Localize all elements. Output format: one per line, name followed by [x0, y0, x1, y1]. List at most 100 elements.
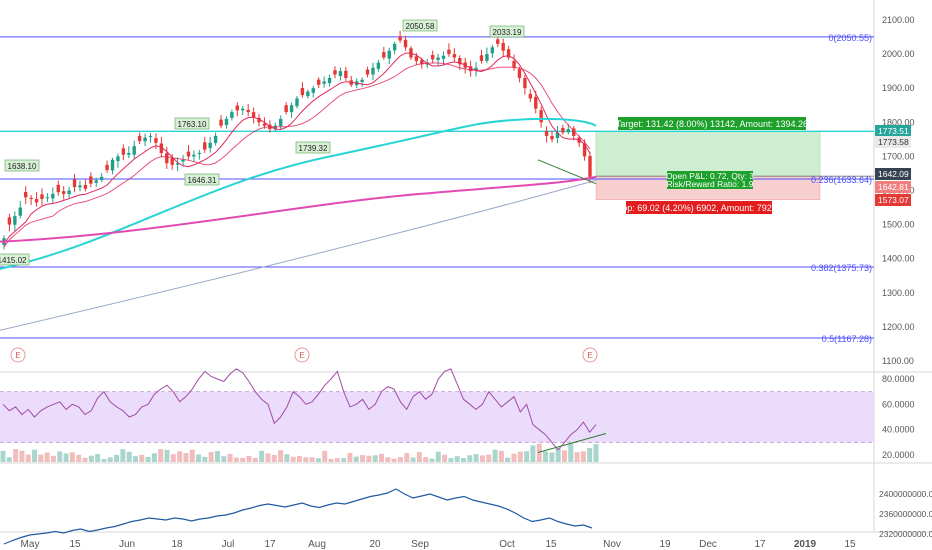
rsi-axis-tick: 60.0000	[882, 399, 915, 409]
candle-body	[295, 98, 299, 107]
axes: May 15 Jun 18 Jul 17 Aug 20 Sep Oct 15 Nov 19 Dec 17 20…	[21, 15, 932, 550]
stop-label: Stop: 69.02 (4.20%) 6902, Amount: 792.94	[614, 203, 785, 213]
volume-bar	[334, 458, 340, 462]
volume-bar	[549, 452, 555, 462]
price-axis-tick: 1900.00	[882, 83, 915, 93]
axis-price-tag-text: 1573.07	[878, 195, 909, 205]
pivot-tag-text: 2033.19	[493, 28, 522, 37]
candle-body	[371, 67, 375, 75]
candle-body	[479, 55, 484, 61]
x-axis-label: Nov	[603, 539, 621, 550]
candle-body	[327, 77, 332, 84]
volume-bar	[0, 450, 6, 462]
volume-bar	[442, 454, 448, 462]
volume-bar	[189, 449, 195, 462]
candle-body	[376, 62, 381, 69]
volume-bar	[587, 448, 593, 462]
candle-body	[414, 56, 419, 61]
price-axis-tick: 1800.00	[882, 117, 915, 127]
volume-bar	[233, 457, 239, 462]
wedge-lower-line	[537, 159, 597, 185]
volume-bar	[120, 449, 126, 462]
candle-body	[430, 54, 435, 60]
candle-body	[61, 191, 66, 194]
axis-price-tag-text: 1773.58	[878, 137, 909, 147]
volume-bar	[208, 452, 214, 462]
candle-body	[534, 96, 538, 109]
candle-body	[203, 142, 207, 150]
volume-bar	[6, 457, 12, 462]
volume-bar	[423, 457, 429, 462]
price-labels: 2050.58 2033.19 1763.10 1739.32 1638.10 1646.…	[0, 19, 525, 266]
price-axis-tick: 1200.00	[882, 322, 915, 332]
candle-body	[257, 117, 261, 123]
x-axis-label: Aug	[308, 539, 326, 550]
candle-body	[273, 125, 277, 129]
pnl-label-box	[667, 171, 753, 189]
cyan-ma-line	[0, 117, 597, 270]
volume-bar	[13, 449, 19, 462]
open-pnl-label: Open P&L: 0.72, Qty: 3	[666, 171, 754, 181]
candle-body	[468, 66, 473, 72]
target-label: Target: 131.42 (8.00%) 13142, Amount: 13…	[616, 119, 808, 129]
volume-bar	[214, 451, 220, 462]
risk-reward-label: Risk/Reward Ratio: 1.9	[667, 179, 754, 189]
pivot-tag-box	[402, 19, 438, 32]
price-axis-tick: 1500.00	[882, 220, 915, 230]
candle-body	[582, 143, 587, 157]
candle-body	[566, 129, 570, 133]
candle-body	[78, 185, 82, 188]
rsi-divergence-line	[537, 432, 607, 453]
volume-bar	[107, 457, 113, 462]
volume-bar	[278, 450, 284, 462]
candle-body	[344, 70, 348, 78]
volume-bar	[530, 445, 536, 462]
volume-bar	[158, 449, 164, 462]
volume-bar	[95, 454, 101, 462]
volume-bar	[297, 455, 302, 462]
horizontal-lines[interactable]: 0(2050.55) 0.236(1633.64) 0.382(1375.73) 0.…	[0, 33, 874, 344]
candle-body	[392, 43, 397, 51]
volume-bar	[410, 457, 416, 462]
pivot-tag-text: 1739.32	[299, 144, 328, 153]
candle-body	[382, 52, 386, 58]
fib-label: 0(2050.55)	[828, 33, 872, 43]
volume-bar	[479, 455, 485, 462]
candle-body	[121, 148, 126, 155]
price-axis-tick: 1300.00	[882, 288, 915, 298]
axis-price-tag	[875, 194, 911, 206]
candle-body	[67, 190, 71, 195]
candle-body	[458, 57, 462, 65]
volume-bar	[221, 456, 227, 462]
axis-price-tag	[875, 168, 911, 180]
obv-axis-tick: 2400000000.00	[879, 489, 932, 499]
volume-bar	[486, 454, 492, 462]
volume-bar	[543, 451, 549, 462]
volume-bar	[328, 458, 334, 462]
volume-bar	[341, 458, 347, 462]
candle-body	[496, 39, 500, 44]
candle-body	[181, 159, 185, 162]
volume-bar	[50, 455, 56, 462]
x-axis-label: 2019	[794, 539, 817, 550]
volume-bar	[63, 453, 69, 462]
earnings-marker	[10, 347, 26, 363]
candle-body	[51, 193, 55, 199]
volume-bar	[38, 454, 44, 462]
volume-bar	[19, 450, 25, 462]
candle-body	[219, 119, 223, 126]
volume-bar	[132, 456, 138, 462]
fib-label: 0.5(1167.28)	[822, 334, 872, 344]
candle-body	[56, 184, 60, 193]
x-axis-label: Jun	[119, 539, 135, 550]
volume-bar	[227, 453, 233, 462]
magenta-ma-line	[0, 175, 597, 243]
candle-body	[192, 154, 196, 157]
fib-label: 0.236(1633.64)	[811, 175, 872, 185]
earnings-marker	[294, 347, 310, 363]
candle-body	[186, 151, 191, 157]
candle-body	[512, 60, 516, 68]
obv-axis-tick: 2320000000.00	[879, 529, 932, 539]
